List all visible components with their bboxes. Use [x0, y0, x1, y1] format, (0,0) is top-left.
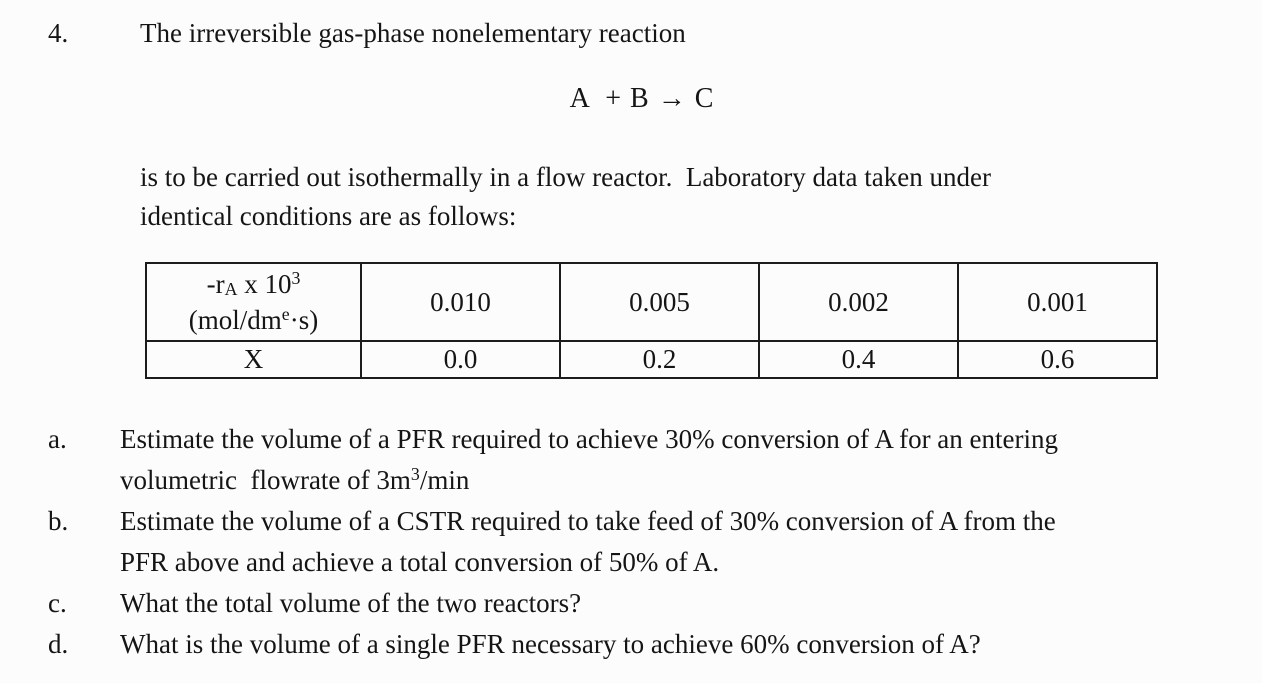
rate-value-cell: 0.001 [957, 262, 1158, 342]
conversion-value-cell: 0.2 [559, 340, 760, 379]
part-d-text: What is the volume of a single PFR neces… [120, 629, 981, 659]
rate-header-line-1: -rA x 103 [206, 268, 301, 300]
question-parts-list: a. Estimate the volume of a PFR required… [48, 419, 1262, 665]
part-b: b. Estimate the volume of a CSTR require… [48, 501, 1262, 583]
part-b-text: Estimate the volume of a CSTR required t… [120, 501, 1250, 583]
part-a-line-1: Estimate the volume of a PFR required to… [120, 424, 1058, 454]
part-b-label: b. [48, 506, 69, 536]
rate-subscript-A: A [224, 279, 238, 300]
part-b-line-1: Estimate the volume of a CSTR required t… [120, 506, 1056, 536]
problem-intro-text: The irreversible gas-phase nonelementary… [140, 18, 686, 48]
part-c-text: What the total volume of the two reactor… [120, 588, 582, 618]
part-a-line-2: volumetric flowrate of 3m3/min [120, 464, 470, 495]
rate-row: -rA x 103 (mol/dme·s) 0.010 0.005 0.002 … [145, 262, 1158, 342]
flowrate-exponent: 3 [410, 464, 420, 485]
reaction-equation: A + B → C [569, 83, 715, 114]
rate-exponent: 3 [291, 268, 301, 289]
rate-value-cell: 0.002 [758, 262, 959, 342]
problem-number: 4. [48, 18, 69, 48]
rate-value-cell: 0.005 [559, 262, 760, 342]
rate-header-cell: -rA x 103 (mol/dme·s) [145, 262, 362, 342]
conversion-header-cell: X [145, 340, 362, 379]
part-b-line-2: PFR above and achieve a total conversion… [120, 547, 720, 577]
problem-body-line-1: is to be carried out isothermally in a f… [140, 162, 991, 192]
part-d-label: d. [48, 629, 69, 659]
part-a-text: Estimate the volume of a PFR required to… [120, 419, 1250, 501]
part-d: d. What is the volume of a single PFR ne… [48, 624, 1262, 665]
rate-header-line-2: (mol/dme·s) [188, 304, 319, 335]
part-a: a. Estimate the volume of a PFR required… [48, 419, 1262, 501]
conversion-value-cell: 0.0 [360, 340, 561, 379]
problem-heading: 4. The irreversible gas-phase nonelement… [48, 0, 1262, 50]
part-c-label: c. [48, 588, 67, 618]
rate-data-table: -rA x 103 (mol/dme·s) 0.010 0.005 0.002 … [145, 262, 1158, 379]
conversion-row: X 0.0 0.2 0.4 0.6 [145, 340, 1158, 379]
rate-value-cell: 0.010 [360, 262, 561, 342]
conversion-value-cell: 0.6 [957, 340, 1158, 379]
unit-exponent: e [281, 304, 290, 325]
part-c: c. What the total volume of the two reac… [48, 583, 1262, 624]
conversion-value-cell: 0.4 [758, 340, 959, 379]
part-a-label: a. [48, 424, 67, 454]
problem-body: is to be carried out isothermally in a f… [140, 158, 1262, 236]
problem-body-line-2: identical conditions are as follows: [140, 201, 517, 231]
